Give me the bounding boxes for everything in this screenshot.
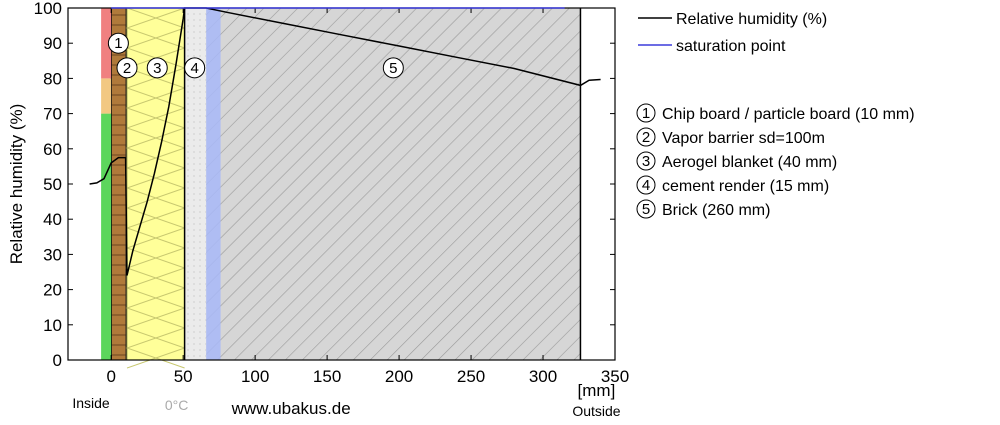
legend-layer-number-5: 5 — [642, 201, 650, 218]
x-tick-label: 200 — [385, 367, 413, 386]
comfort-segment-2 — [101, 8, 112, 79]
y-tick-label: 0 — [53, 351, 62, 370]
y-tick-label: 80 — [43, 69, 62, 88]
y-tick-label: 100 — [34, 0, 62, 18]
legend-layer-marker-1 — [636, 103, 656, 123]
layer-1-marker — [107, 32, 129, 54]
y-tick-label: 10 — [43, 316, 62, 335]
legend-label-1: saturation point — [676, 38, 786, 55]
y-tick-label: 60 — [43, 140, 62, 159]
legend-layer-marker-5 — [636, 199, 656, 219]
x-tick-label: 150 — [313, 367, 341, 386]
x-tick-label: 300 — [529, 367, 557, 386]
layer-4-band — [184, 8, 207, 360]
x-tick-label: 0 — [106, 367, 115, 386]
legend-layer-name-2: Vapor barrier sd=100m — [662, 130, 825, 147]
legend-layer-number-4: 4 — [642, 177, 650, 194]
website-label: www.ubakus.de — [231, 399, 351, 418]
humidity-line — [89, 7, 601, 276]
legend-layer-number-3: 3 — [642, 153, 650, 170]
layer-4-number: 4 — [191, 60, 199, 77]
legend-layer-number-1: 1 — [642, 105, 650, 122]
legend-group: Relative humidity (%) saturation point 1 Ch… — [636, 11, 915, 219]
x-tick-label: 350 — [601, 367, 629, 386]
legend-layer-name-1: Chip board / particle board (10 mm) — [662, 106, 915, 123]
legend-layer-name-4: cement render (15 mm) — [662, 178, 829, 195]
y-tick-label: 40 — [43, 210, 62, 229]
outside-label: Outside — [572, 403, 620, 419]
x-axis-unit: [mm] — [578, 381, 616, 400]
layer-5-marker — [382, 57, 404, 79]
legend-layer-marker-3 — [636, 151, 656, 171]
y-tick-label: 30 — [43, 245, 62, 264]
x-tick-label: 250 — [457, 367, 485, 386]
y-tick-label: 50 — [43, 175, 62, 194]
labels-group: Inside Outside 0°C www.ubakus.de 12 3 4 5 — [72, 32, 621, 419]
legend-layer-marker-4 — [636, 175, 656, 195]
legend-layer-number-2: 2 — [642, 129, 650, 146]
y-tick-label: 70 — [43, 105, 62, 124]
x-tick-label: 50 — [174, 367, 193, 386]
layer-5-number: 5 — [389, 60, 397, 77]
zero-celsius-label: 0°C — [165, 397, 189, 413]
y-axis-title: Relative humidity (%) — [7, 104, 26, 265]
layer-3-marker — [146, 57, 168, 79]
y-tick-label: 90 — [43, 34, 62, 53]
comfort-bar-group — [101, 8, 112, 360]
layer-4-marker — [184, 57, 206, 79]
layer-2-number: 2 — [123, 60, 131, 77]
legend-layer-name-5: Brick (260 mm) — [662, 202, 770, 219]
layer-2-marker — [116, 57, 138, 79]
legend-label-0: Relative humidity (%) — [676, 11, 827, 28]
y-tick-label: 20 — [43, 281, 62, 300]
inside-label: Inside — [72, 395, 110, 411]
layer-1-band — [111, 8, 126, 360]
dew-zone-band — [206, 8, 221, 360]
legend-layer-marker-2 — [636, 127, 656, 147]
layer-1-number: 1 — [114, 35, 122, 52]
layer-3-number: 3 — [153, 60, 161, 77]
comfort-segment-1 — [101, 78, 112, 114]
legend-layer-name-3: Aerogel blanket (40 mm) — [662, 154, 837, 171]
series-group — [89, 7, 601, 276]
comfort-segment-0 — [101, 113, 112, 360]
x-tick-label: 100 — [241, 367, 269, 386]
